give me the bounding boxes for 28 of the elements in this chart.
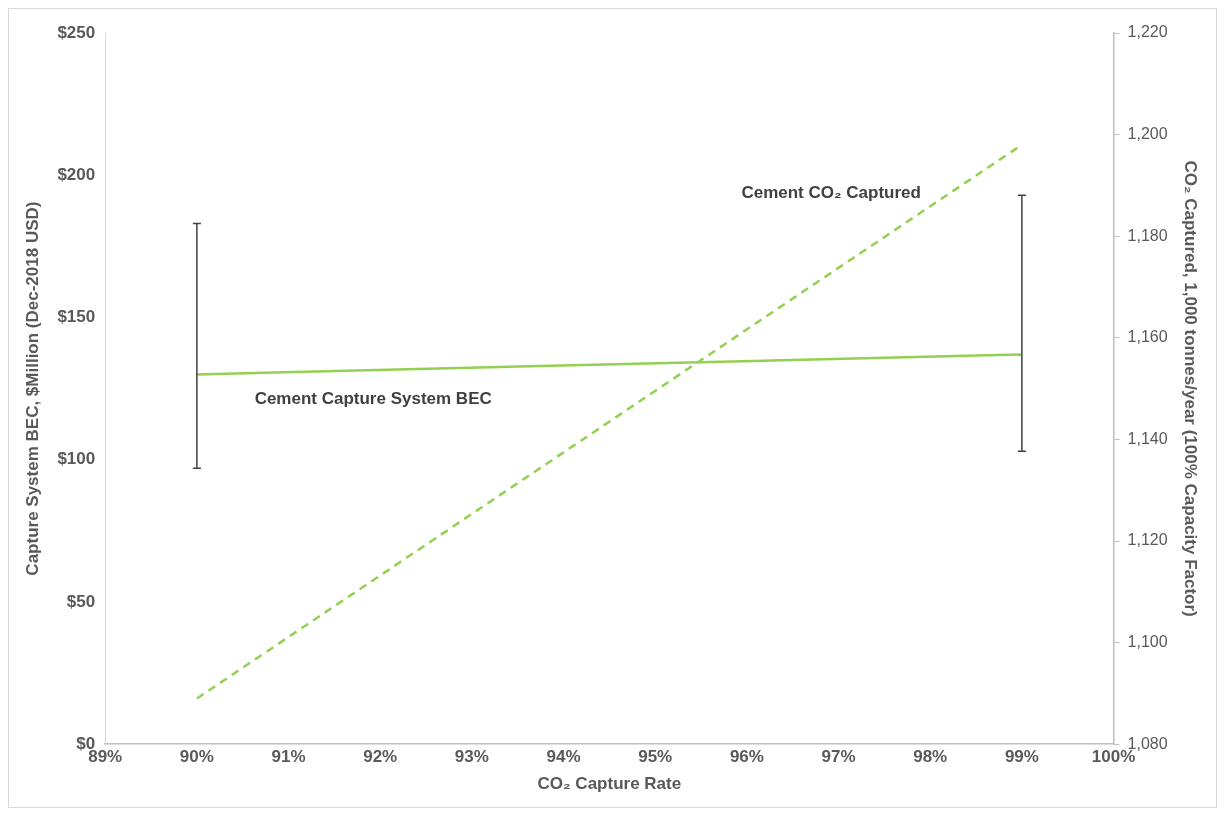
y2-tick-label: 1,140 — [1127, 429, 1168, 447]
y2-tick-label: 1,160 — [1127, 328, 1168, 346]
x-tick-label: 99% — [1004, 747, 1039, 767]
x-axis-title: CO₂ Capture Rate — [537, 774, 682, 794]
y-tick-label: $50 — [66, 591, 96, 611]
series-label: Cement CO₂ Captured — [741, 182, 921, 202]
x-tick-label: 98% — [913, 747, 948, 767]
y-tick-label: $250 — [57, 22, 96, 42]
y2-tick-label: 1,100 — [1127, 633, 1168, 651]
y-tick-label: $100 — [57, 449, 96, 469]
y2-axis-title: CO₂ Captured, 1,000 tonnes/year (100% Capacity Factor) — [1181, 160, 1201, 617]
y-axis-title: Capture System BEC, $Million (Dec-2018 USD) — [22, 201, 42, 576]
x-tick-label: 97% — [821, 747, 856, 767]
x-tick-label: 90% — [179, 747, 214, 767]
y2-tick-label: 1,120 — [1127, 531, 1168, 549]
series-label: Cement Capture System BEC — [254, 388, 492, 408]
y2-tick-label: 1,080 — [1127, 734, 1168, 752]
x-tick-label: 93% — [454, 747, 489, 767]
x-tick-label: 95% — [638, 747, 673, 767]
x-tick-label: 92% — [363, 747, 398, 767]
y2-tick-label: 1,220 — [1127, 23, 1168, 41]
y2-tick-label: 1,180 — [1127, 226, 1168, 244]
y2-tick-label: 1,200 — [1127, 125, 1168, 143]
x-tick-label: 96% — [729, 747, 764, 767]
x-tick-label: 91% — [271, 747, 306, 767]
y-tick-label: $200 — [57, 164, 96, 184]
y-tick-label: $150 — [57, 307, 96, 327]
x-tick-label: 94% — [546, 747, 581, 767]
